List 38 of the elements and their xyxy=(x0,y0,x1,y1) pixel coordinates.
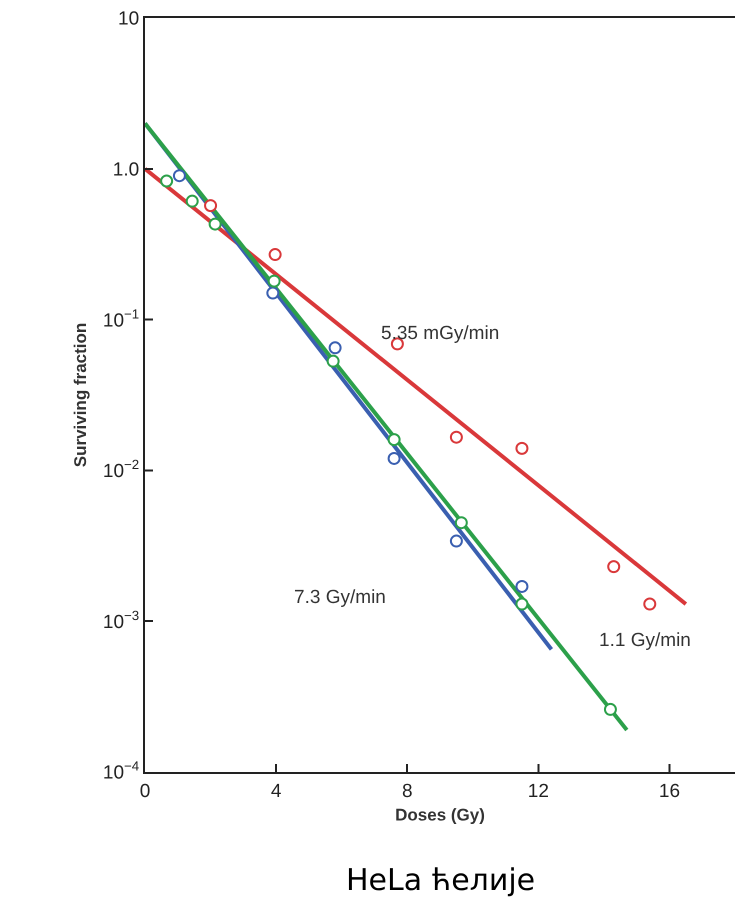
point xyxy=(607,560,620,574)
point xyxy=(450,534,463,548)
y-tick-label: 10$^{−4}$ xyxy=(102,758,140,784)
point xyxy=(160,174,174,188)
point xyxy=(450,430,463,444)
y-tick-label: 1.0 xyxy=(112,159,140,180)
annotation: 7.3 Gy/min xyxy=(294,587,386,608)
annotation: 1.1 Gy/min xyxy=(599,630,691,651)
y-tick-label: 10$^{−3}$ xyxy=(102,608,140,633)
x-tick-label: 12 xyxy=(528,780,549,802)
x-tick-label: 4 xyxy=(270,780,282,802)
point xyxy=(454,516,468,530)
point xyxy=(326,354,340,368)
point xyxy=(208,218,222,231)
point xyxy=(204,199,218,212)
point xyxy=(328,341,342,354)
point xyxy=(268,248,282,262)
point xyxy=(172,169,186,182)
point xyxy=(515,580,528,593)
annotation: 5.35 mGy/min xyxy=(381,323,500,344)
point xyxy=(268,274,281,288)
y-tick-label: 10 xyxy=(118,8,140,30)
point xyxy=(643,598,656,611)
point xyxy=(388,452,401,465)
y-tick-label: 10$^{−2}$ xyxy=(102,457,140,482)
text: HeLa ћелије xyxy=(346,863,536,898)
point xyxy=(388,433,401,446)
point xyxy=(515,598,528,611)
point xyxy=(604,702,617,716)
x-tick-label: 8 xyxy=(402,780,413,802)
y-tick-label: 10$^{−1}$ xyxy=(102,306,140,332)
point xyxy=(186,194,199,208)
y-axis-title: Surviving fraction xyxy=(70,322,90,468)
point xyxy=(515,442,528,455)
x-tick-label: 16 xyxy=(658,780,680,802)
point xyxy=(266,286,280,300)
x-axis-title: Doses (Gy) xyxy=(395,806,485,825)
x-tick-label: 0 xyxy=(140,780,150,802)
